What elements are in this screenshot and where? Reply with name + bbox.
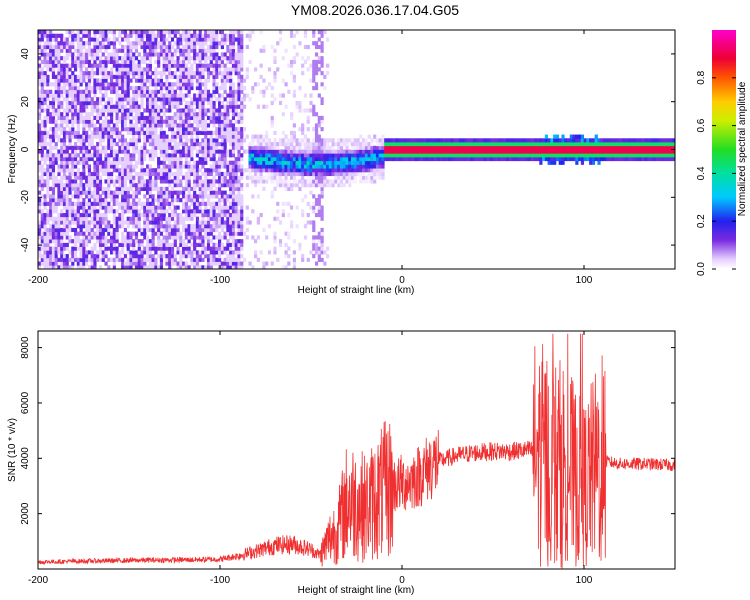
snr-x-axis-label: Height of straight line (km) bbox=[298, 585, 415, 596]
colorbar-tick-label: 0.8 bbox=[696, 70, 707, 84]
colorbar-label: Normalized spectral amplitude bbox=[737, 81, 748, 216]
chart-title: YM08.2026.036.17.04.G05 bbox=[290, 2, 460, 18]
spectrogram-y-tick-label: -40 bbox=[20, 237, 31, 252]
spectrogram-x-axis-label: Height of straight line (km) bbox=[298, 285, 415, 296]
spectrogram-heatmap bbox=[38, 30, 675, 269]
spectrogram-y-tick-label: 40 bbox=[20, 48, 31, 60]
snr-x-tick-label: 0 bbox=[399, 575, 405, 586]
spectrogram-x-tick-label: 100 bbox=[576, 275, 593, 286]
snr-y-tick-label: 6000 bbox=[20, 391, 31, 414]
snr-x-tick-label: -100 bbox=[210, 575, 230, 586]
spectrogram-y-axis-label: Frequency (Hz) bbox=[7, 115, 18, 184]
snr-x-tick-label: 100 bbox=[576, 575, 593, 586]
spectrogram-y-tick-label: 0 bbox=[20, 146, 31, 152]
colorbar-tick-label: 0.0 bbox=[696, 262, 707, 276]
spectrogram-x-tick-label: -100 bbox=[210, 275, 230, 286]
snr-x-tick-label: -200 bbox=[28, 575, 48, 586]
snr-y-tick-label: 2000 bbox=[20, 502, 31, 525]
snr-ticks: -200 -100 0 100 2000 4000 6000 8000 bbox=[20, 331, 675, 586]
spectrogram-y-tick-label: -20 bbox=[20, 190, 31, 205]
colorbar-tick-label: 0.4 bbox=[696, 166, 707, 180]
colorbar-ticks: 0.0 0.2 0.4 0.6 0.8 bbox=[696, 70, 736, 276]
snr-series-line bbox=[38, 333, 675, 569]
snr-y-axis-label: SNR (10 * v/v) bbox=[7, 418, 18, 482]
snr-y-tick-label: 4000 bbox=[20, 447, 31, 470]
snr-y-tick-label: 8000 bbox=[20, 336, 31, 359]
snr-frame bbox=[37, 330, 676, 570]
colorbar-tick-label: 0.2 bbox=[696, 214, 707, 228]
spectrogram-x-tick-label: -200 bbox=[28, 275, 48, 286]
colorbar-tick-label: 0.6 bbox=[696, 118, 707, 132]
colorbar bbox=[712, 30, 736, 269]
spectrogram-x-tick-label: 0 bbox=[399, 275, 405, 286]
spectrogram-y-tick-label: 20 bbox=[20, 96, 31, 108]
